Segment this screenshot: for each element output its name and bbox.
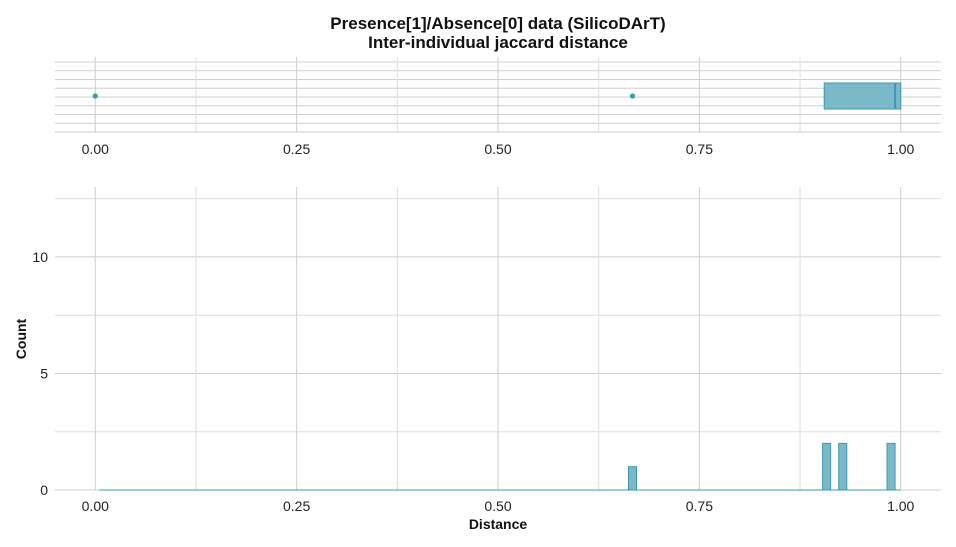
histogram-marks: [99, 442, 901, 491]
histogram-y-tick-label: 5: [40, 365, 48, 381]
histogram-grid: [55, 187, 941, 491]
chart-title-line2: Inter-individual jaccard distance: [368, 33, 628, 52]
boxplot-grid: [55, 57, 941, 133]
boxplot-x-tick-label: 1.00: [887, 141, 914, 157]
histogram-x-tick-label: 0.50: [484, 498, 511, 514]
boxplot-x-tick-label: 0.50: [484, 141, 511, 157]
boxplot-box: [823, 82, 902, 110]
histogram-y-tick-label: 0: [40, 482, 48, 498]
boxplot-x-tick-labels: 0.00 0.25 0.50 0.75 1.00: [82, 141, 915, 157]
histogram-y-tick-labels: 0 5 10: [32, 249, 48, 498]
histogram-x-tick-labels: 0.00 0.25 0.50 0.75 1.00: [82, 498, 915, 514]
boxplot-outlier-point: [92, 93, 98, 99]
boxplot-x-tick-label: 0.00: [82, 141, 109, 157]
histogram-x-tick-label: 1.00: [887, 498, 914, 514]
boxplot-x-tick-label: 0.75: [686, 141, 713, 157]
chart-title-line1: Presence[1]/Absence[0] data (SilicoDArT): [330, 14, 665, 33]
histogram-bar: [627, 466, 638, 491]
histogram-panel: 0.00 0.25 0.50 0.75 1.00 0 5 10 Distance Count: [13, 187, 941, 532]
boxplot-panel: 0.00 0.25 0.50 0.75 1.00: [55, 57, 941, 157]
x-axis-label: Distance: [469, 516, 528, 532]
histogram-bar: [822, 442, 832, 491]
histogram-x-tick-label: 0.25: [283, 498, 310, 514]
histogram-bar: [838, 442, 848, 491]
boxplot-outlier-point: [629, 93, 636, 99]
histogram-x-tick-label: 0.00: [82, 498, 109, 514]
boxplot-x-tick-label: 0.25: [283, 141, 310, 157]
histogram-bar: [886, 442, 896, 491]
boxplot-marks: [92, 82, 902, 110]
y-axis-label: Count: [13, 318, 29, 359]
histogram-x-tick-label: 0.75: [686, 498, 713, 514]
histogram-y-tick-label: 10: [32, 249, 48, 265]
